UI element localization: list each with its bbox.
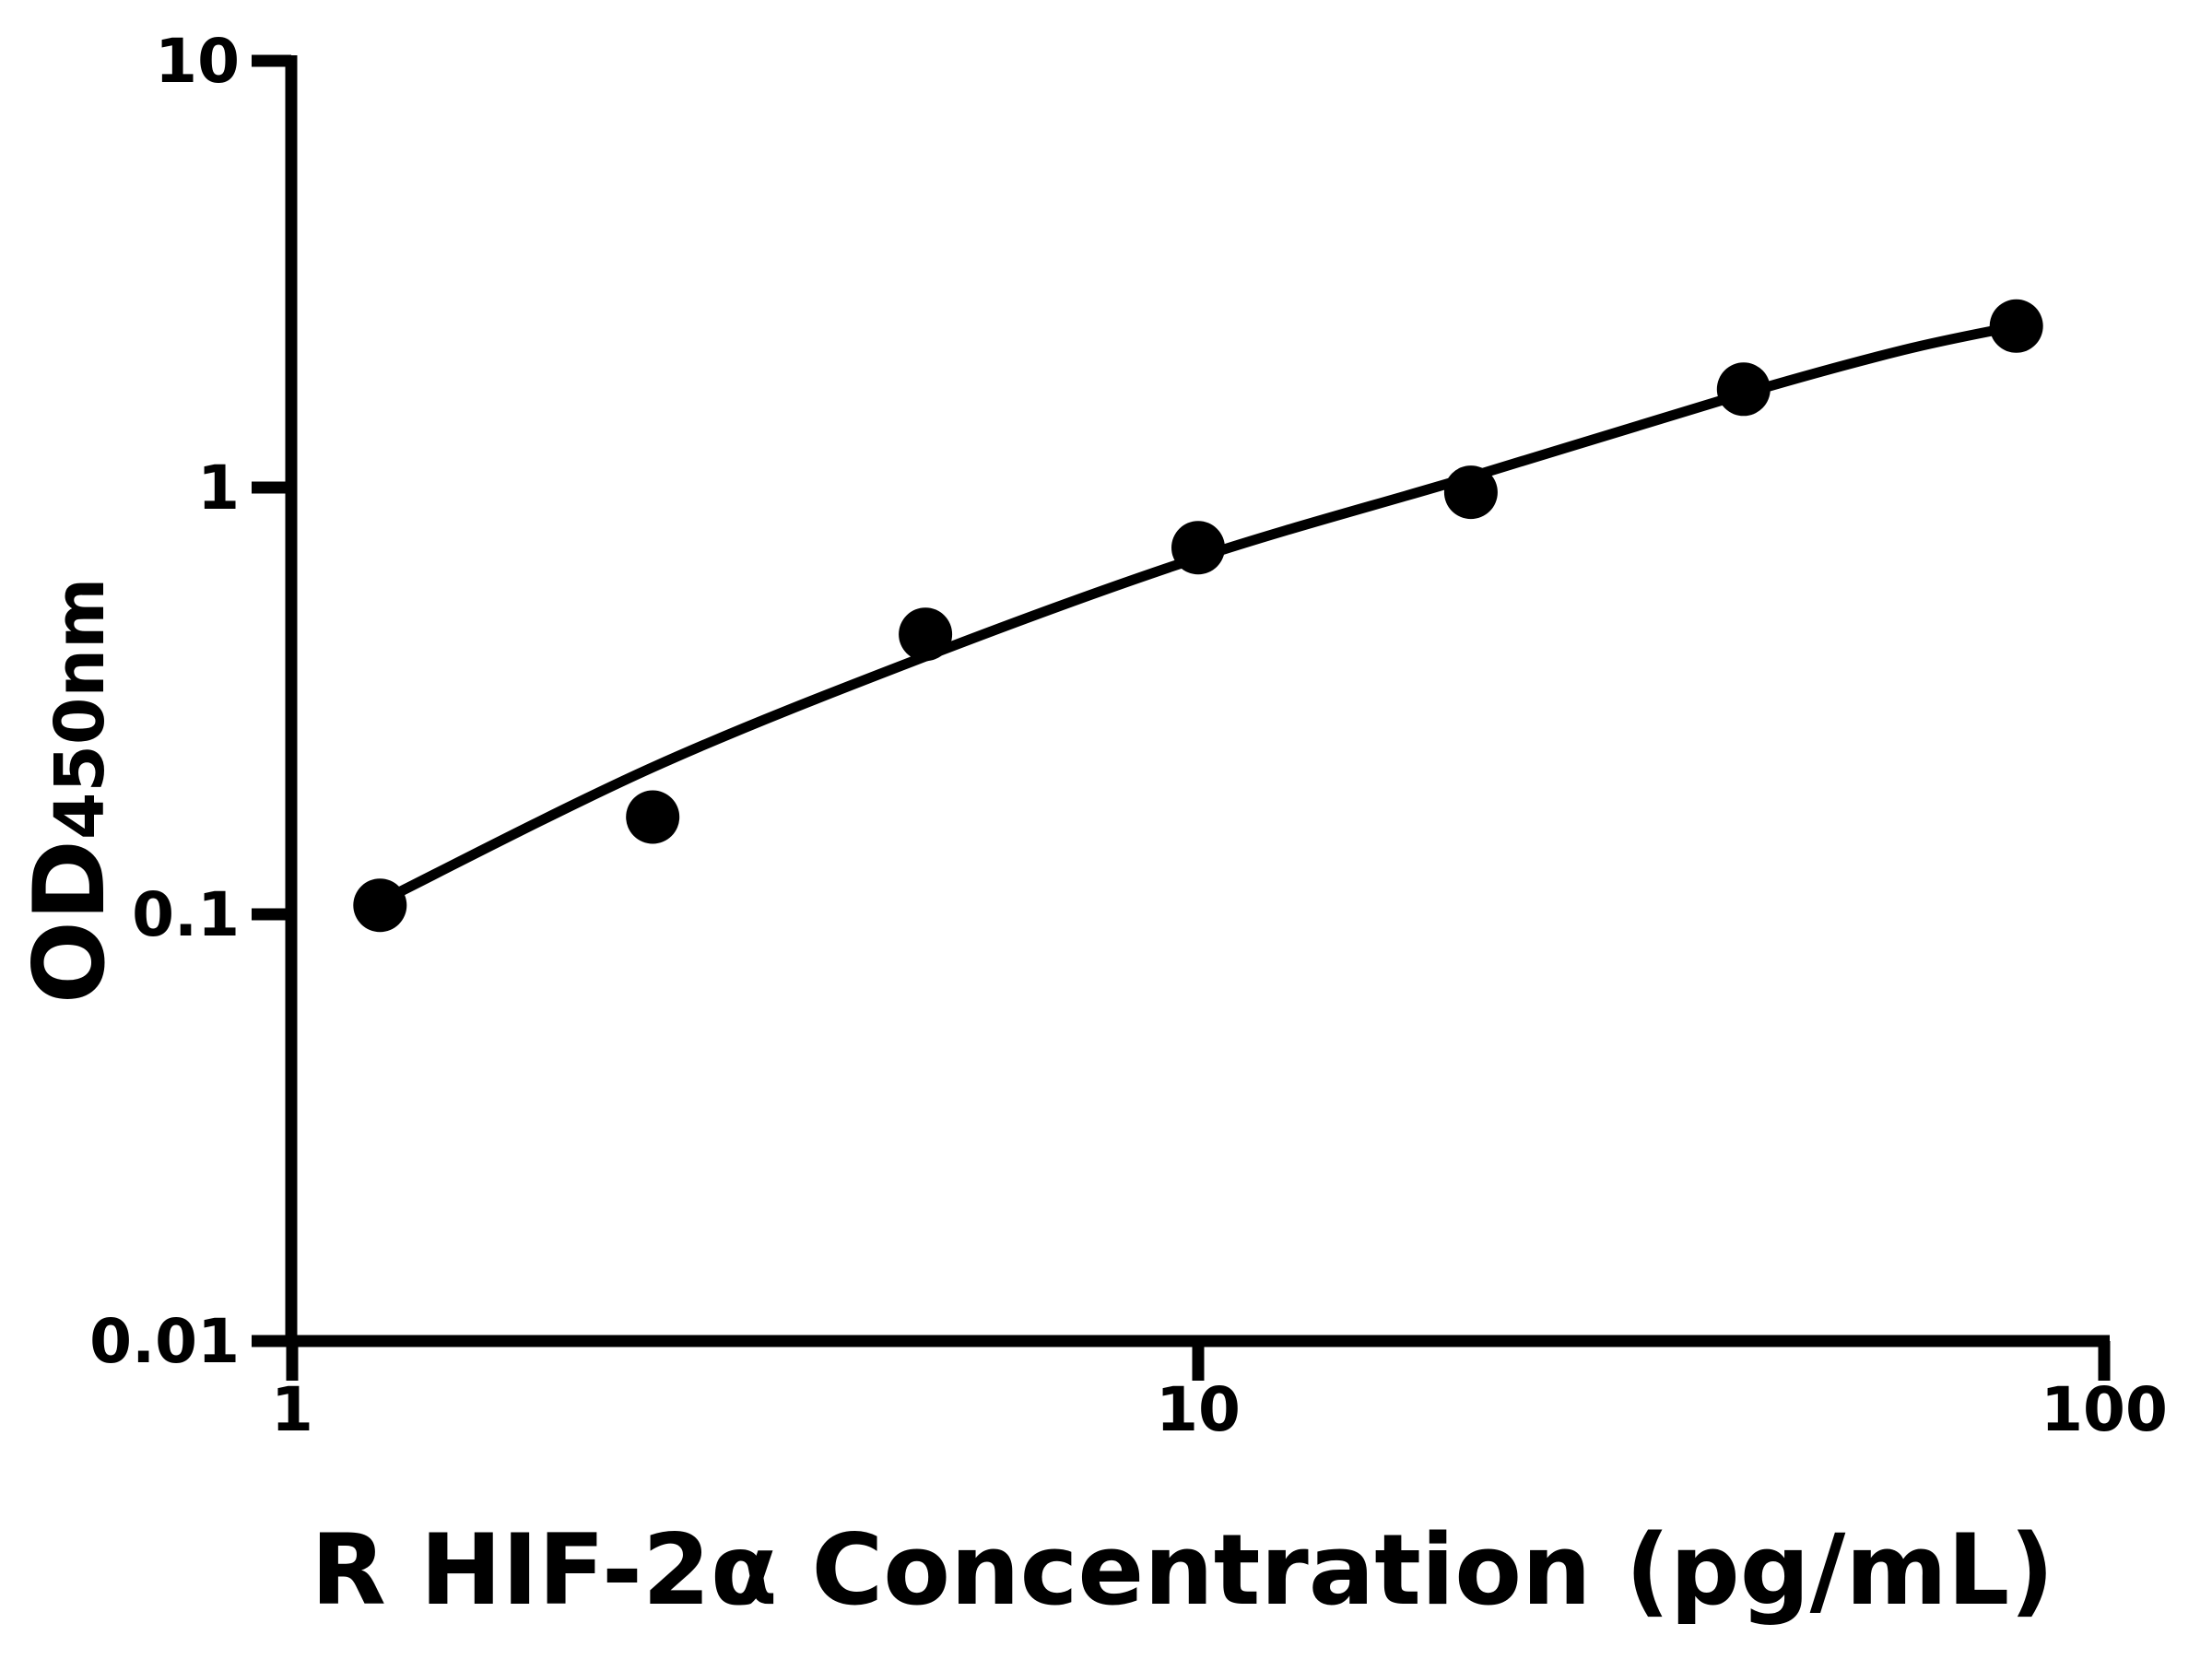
data-point	[1989, 299, 2043, 353]
x-tick-label: 100	[2041, 1374, 2168, 1445]
x-tick-label: 1	[271, 1374, 313, 1445]
y-tick-label: 1	[197, 453, 240, 524]
y-tick-label: 0.1	[132, 879, 240, 950]
x-axis-title: R HIF-2α Concentration (pg/mL)	[311, 1513, 2054, 1627]
y-tick-label: 10	[155, 26, 240, 97]
x-axis-tick-labels: 1 10 100	[271, 1374, 2168, 1445]
data-point	[353, 878, 407, 933]
y-axis-tick-labels: 10 1 0.1 0.01	[89, 26, 240, 1377]
axes	[285, 55, 2110, 1347]
data-point	[626, 790, 680, 844]
tick-marks	[252, 54, 2111, 1381]
data-point	[1443, 465, 1498, 520]
y-axis-title-sub: 450nm	[41, 578, 120, 840]
y-axis-title: OD450nm	[13, 578, 126, 1004]
fit-curve	[374, 321, 2022, 907]
data-point	[1716, 362, 1771, 417]
data-point	[1171, 521, 1225, 575]
x-tick-label: 10	[1156, 1374, 1241, 1445]
plot-area	[353, 299, 2043, 933]
data-point	[899, 607, 953, 662]
y-axis-title-main: OD	[13, 840, 126, 1004]
y-tick-label: 0.01	[89, 1306, 240, 1377]
